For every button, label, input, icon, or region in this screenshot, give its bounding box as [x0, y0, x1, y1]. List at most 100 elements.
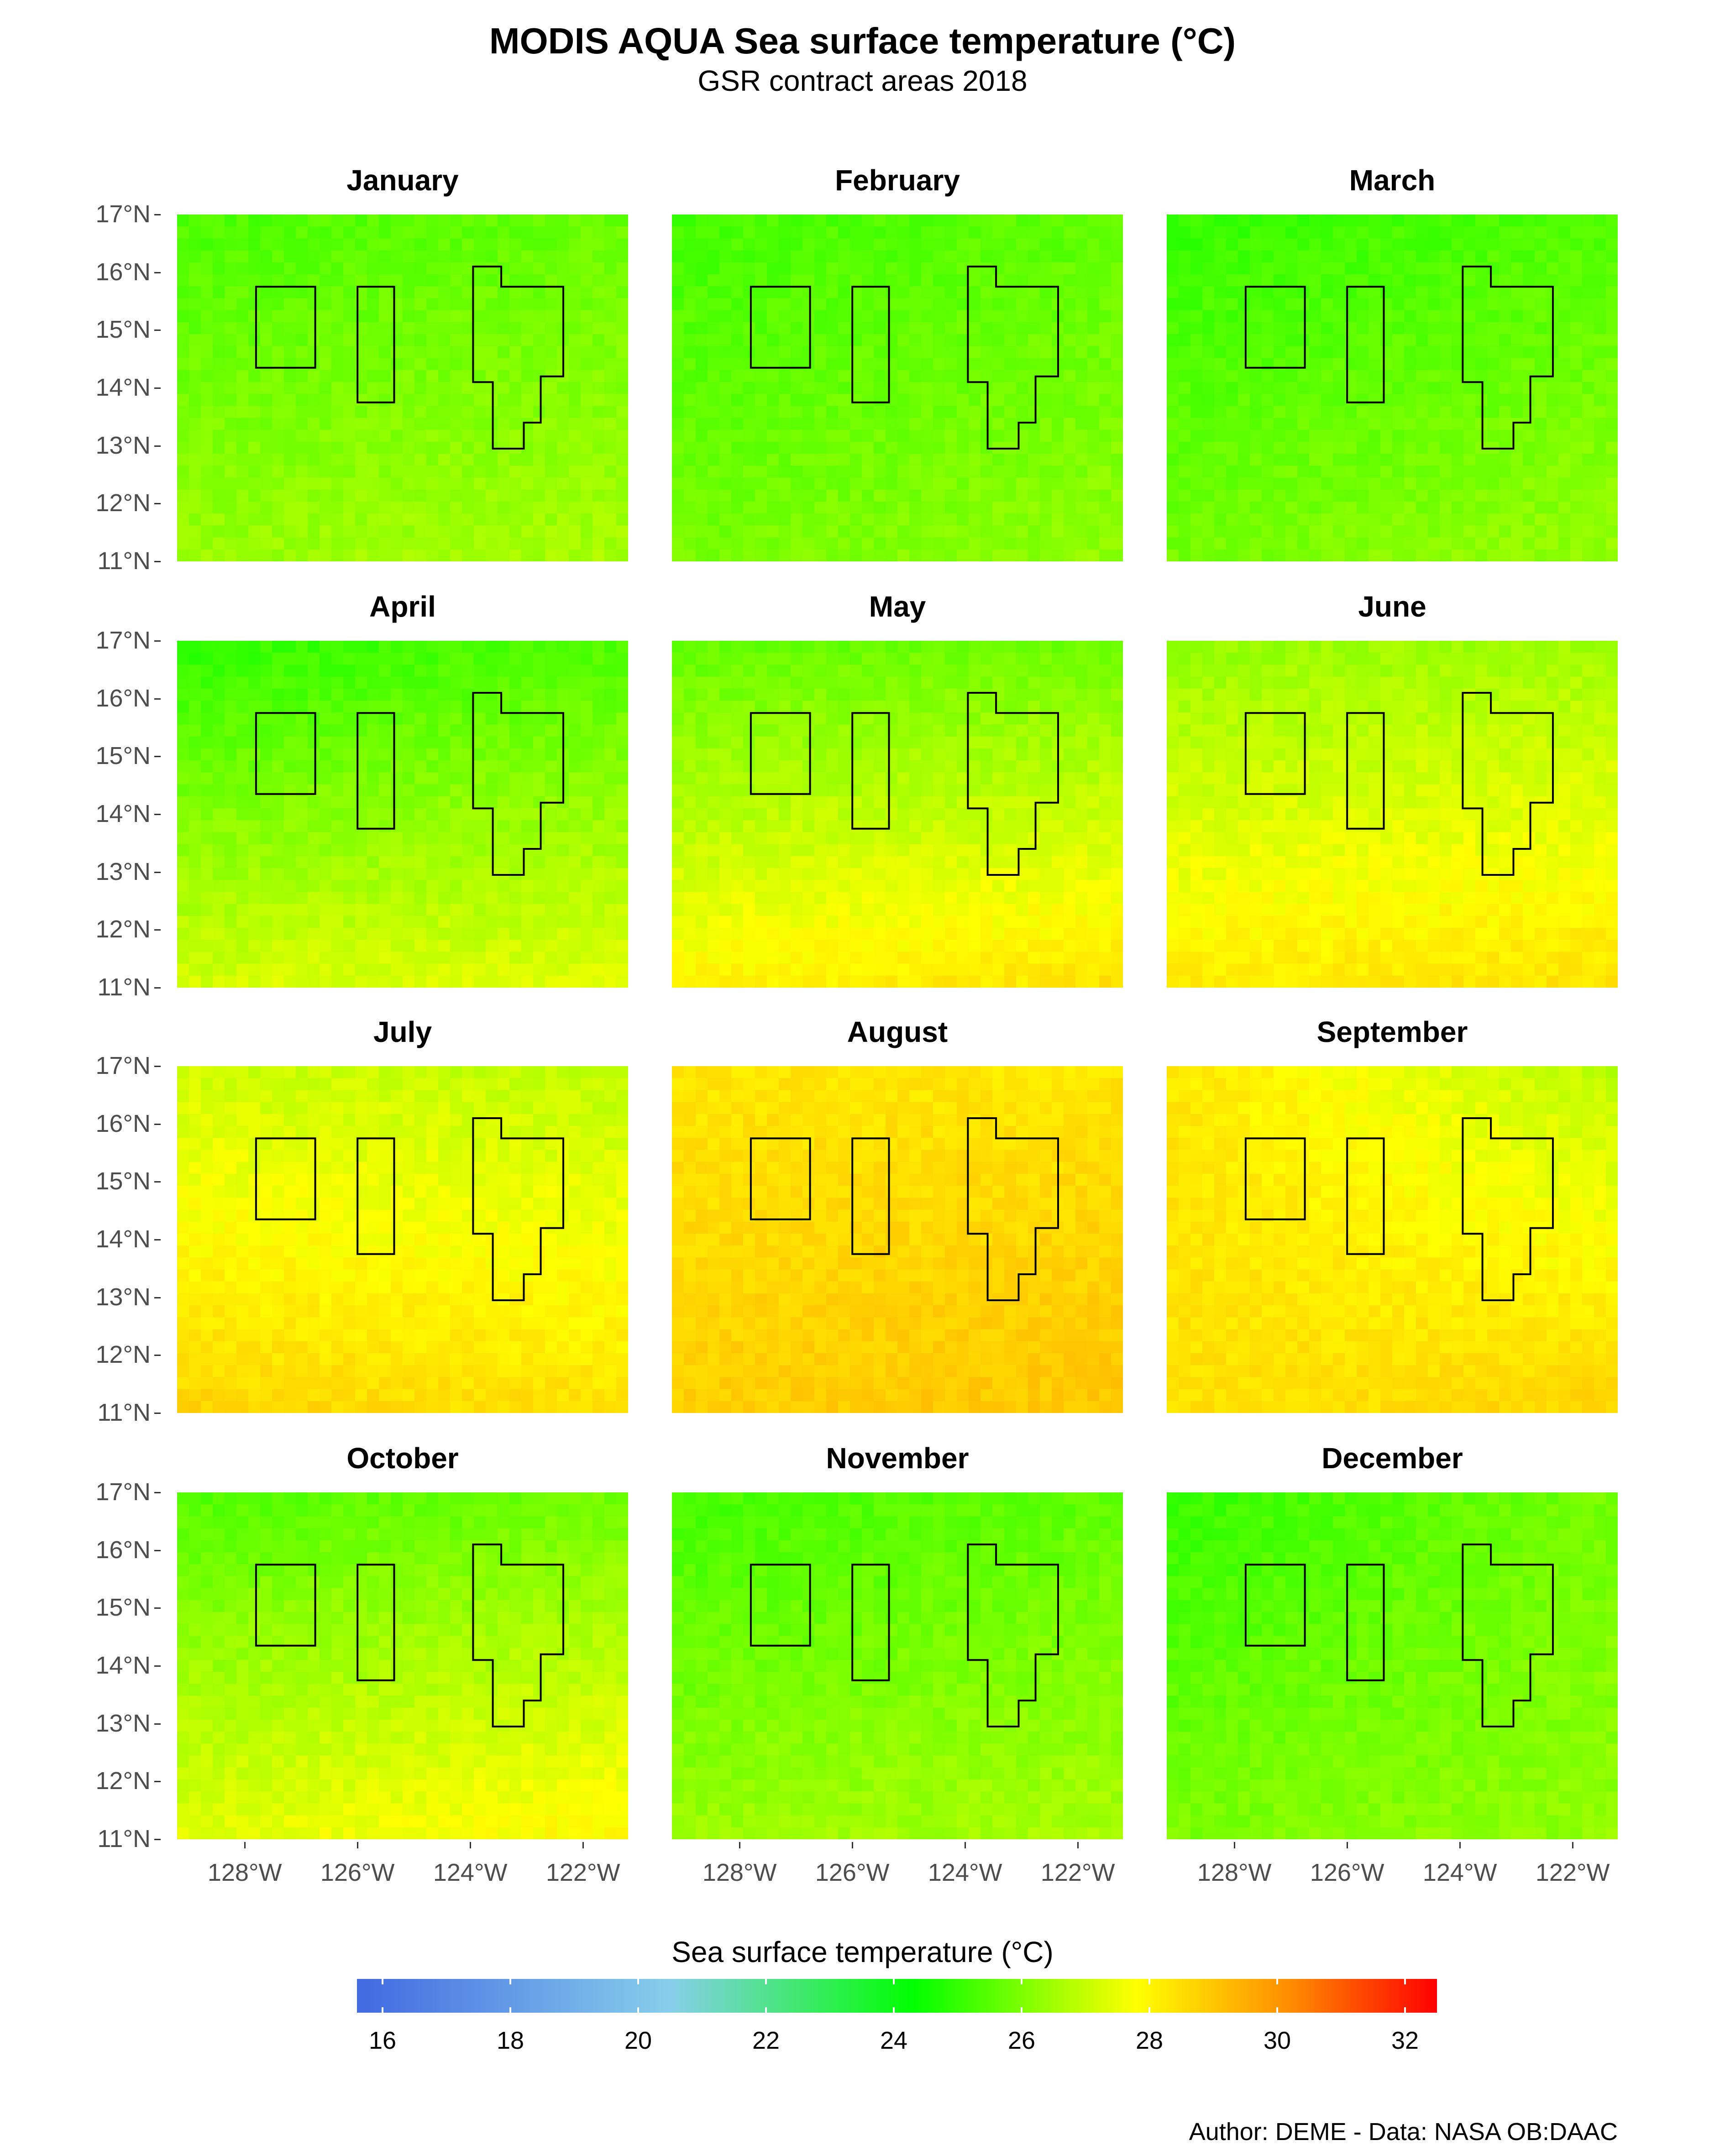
sst-cell: [1111, 513, 1123, 526]
sst-cell: [320, 880, 332, 893]
sst-cell: [1111, 641, 1123, 654]
sst-cell: [1004, 418, 1017, 430]
sst-cell: [355, 844, 367, 857]
sst-cell: [1214, 394, 1227, 407]
sst-cell: [672, 808, 684, 821]
sst-cell: [213, 346, 225, 359]
sst-cell: [1179, 525, 1191, 538]
sst-cell: [604, 676, 617, 689]
sst-cell: [1004, 748, 1017, 761]
sst-cell: [945, 688, 957, 701]
sst-cell: [969, 250, 981, 263]
sst-cell: [474, 736, 486, 749]
sst-cell: [1428, 226, 1440, 239]
sst-cell: [1016, 525, 1028, 538]
sst-cell: [177, 784, 189, 797]
sst-cell: [1111, 676, 1123, 689]
sst-cell: [850, 262, 862, 275]
sst-cell: [1111, 760, 1123, 773]
sst-cell: [557, 916, 569, 928]
sst-cell: [592, 549, 605, 561]
sst-cell: [1392, 286, 1405, 299]
sst-cell: [343, 975, 356, 988]
sst-cell: [767, 334, 779, 347]
sst-cell: [719, 262, 732, 275]
sst-cell: [438, 904, 451, 916]
sst-cell: [1357, 334, 1369, 347]
sst-cell: [1052, 489, 1064, 502]
sst-cell: [498, 975, 510, 988]
sst-cell: [1190, 489, 1203, 502]
sst-cell: [779, 513, 791, 526]
sst-cell: [367, 418, 379, 430]
sst-cell: [1238, 537, 1250, 550]
sst-cell: [474, 441, 486, 454]
sst-cell: [343, 940, 356, 952]
sst-cell: [284, 466, 296, 478]
sst-cell: [1238, 501, 1250, 514]
sst-cell: [779, 549, 791, 561]
sst-cell: [177, 808, 189, 821]
sst-cell: [957, 477, 969, 490]
sst-cell: [509, 940, 522, 952]
sst-cell: [438, 748, 451, 761]
sst-cell: [791, 226, 803, 239]
sst-cell: [308, 441, 320, 454]
sst-cell: [1475, 418, 1488, 430]
sst-cell: [862, 676, 874, 689]
sst-cell: [886, 796, 898, 809]
sst-cell: [1475, 274, 1488, 287]
sst-cell: [284, 406, 296, 419]
sst-cell: [1404, 394, 1416, 407]
sst-cell: [557, 701, 569, 713]
sst-cell: [1111, 226, 1123, 239]
sst-cell: [1167, 477, 1179, 490]
sst-cell: [1440, 406, 1452, 419]
sst-cell: [1547, 238, 1559, 251]
sst-cell: [331, 641, 344, 654]
sst-cell: [248, 466, 261, 478]
sst-cell: [1274, 238, 1286, 251]
sst-cells: [177, 641, 628, 988]
sst-cell: [909, 238, 922, 251]
sst-cell: [684, 748, 696, 761]
sst-cell: [1547, 454, 1559, 466]
sst-cell: [1570, 406, 1583, 419]
sst-cell: [933, 808, 945, 821]
sst-cell: [272, 394, 284, 407]
sst-cell: [272, 676, 284, 689]
sst-cell: [569, 250, 581, 263]
sst-cell: [719, 334, 732, 347]
sst-cell: [545, 466, 557, 478]
sst-cell: [379, 796, 391, 809]
sst-cell: [1004, 215, 1017, 227]
sst-cell: [862, 724, 874, 737]
sst-cell: [684, 665, 696, 677]
sst-cell: [1075, 310, 1088, 323]
sst-cell: [897, 286, 910, 299]
sst-cell: [462, 880, 474, 893]
sst-cell: [1452, 310, 1464, 323]
sst-cell: [1226, 477, 1238, 490]
sst-cell: [403, 916, 415, 928]
sst-cell: [177, 820, 189, 833]
sst-cell: [355, 940, 367, 952]
sst-cell: [367, 868, 379, 880]
sst-cell: [755, 250, 767, 263]
sst-cell: [1321, 454, 1333, 466]
sst-cell: [462, 940, 474, 952]
sst-cell: [1040, 688, 1052, 701]
sst-cell: [213, 712, 225, 725]
sst-cell: [320, 334, 332, 347]
sst-cell: [521, 736, 534, 749]
sst-cell: [1190, 215, 1203, 227]
sst-cell: [992, 549, 1005, 561]
sst-cell: [236, 454, 249, 466]
sst-cell: [474, 429, 486, 442]
sst-cell: [296, 880, 308, 893]
sst-cell: [1167, 525, 1179, 538]
sst-cell: [379, 466, 391, 478]
sst-cell: [343, 641, 356, 654]
sst-cell: [1345, 537, 1357, 550]
sst-cell: [177, 370, 189, 382]
